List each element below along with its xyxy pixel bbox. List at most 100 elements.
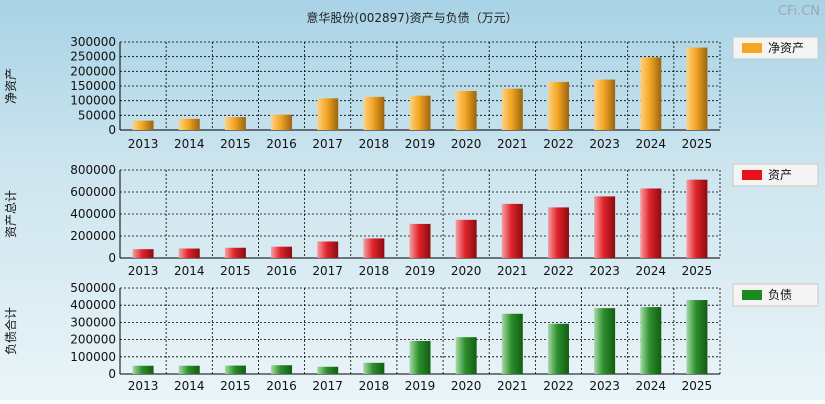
y-tick-label: 200000 <box>70 64 116 78</box>
x-tick-label: 2021 <box>497 137 528 151</box>
y-tick-label: 0 <box>108 367 116 381</box>
bar-net-assets-2014 <box>178 118 200 130</box>
bar-net-assets-2013 <box>132 120 154 130</box>
bar-net-assets-2024 <box>640 57 662 131</box>
legend-net-assets: 净资产 <box>732 36 819 60</box>
x-tick-label: 2014 <box>174 264 205 278</box>
bar-total-assets-2014 <box>178 248 200 258</box>
x-tick-label: 2021 <box>497 264 528 278</box>
chart-title: 意华股份(002897)资产与负债（万元） <box>306 10 517 25</box>
x-tick-label: 2023 <box>589 264 620 278</box>
y-tick-label: 300000 <box>70 35 116 49</box>
bar-total-liabilities-2021 <box>501 313 523 374</box>
x-tick-label: 2024 <box>635 379 666 393</box>
x-tick-label: 2022 <box>543 137 574 151</box>
bar-total-assets-2018 <box>363 238 385 258</box>
x-tick-label: 2020 <box>451 379 482 393</box>
y-tick-label: 100000 <box>70 94 116 108</box>
bar-total-liabilities-2013 <box>132 365 154 374</box>
bar-total-liabilities-2022 <box>547 323 569 374</box>
bar-net-assets-2023 <box>594 79 616 130</box>
x-tick-label: 2025 <box>682 379 713 393</box>
x-tick-label: 2013 <box>128 264 159 278</box>
y-axis-title: 负债合计 <box>3 307 18 355</box>
watermark: CFi.CN <box>778 4 820 19</box>
legend-label: 净资产 <box>768 41 804 55</box>
legend-swatch <box>742 43 762 53</box>
bar-total-assets-2013 <box>132 249 154 258</box>
y-tick-label: 400000 <box>70 207 116 221</box>
x-tick-label: 2017 <box>312 379 343 393</box>
y-tick-label: 300000 <box>70 315 116 329</box>
x-tick-label: 2025 <box>682 137 713 151</box>
bar-total-assets-2020 <box>455 219 477 258</box>
x-tick-label: 2018 <box>359 379 390 393</box>
x-tick-label: 2015 <box>220 137 251 151</box>
legend-label: 资产 <box>768 168 792 182</box>
x-tick-label: 2017 <box>312 264 343 278</box>
bar-total-assets-2019 <box>409 223 431 258</box>
bar-total-liabilities-2015 <box>224 365 246 374</box>
y-tick-label: 200000 <box>70 333 116 347</box>
bar-total-liabilities-2014 <box>178 365 200 374</box>
bar-total-assets-2024 <box>640 188 662 258</box>
bar-total-liabilities-2023 <box>594 308 616 374</box>
x-tick-label: 2020 <box>451 137 482 151</box>
legend-total-liabilities: 负债 <box>732 283 819 307</box>
y-tick-label: 150000 <box>70 79 116 93</box>
bar-total-liabilities-2019 <box>409 340 431 374</box>
bar-total-liabilities-2024 <box>640 307 662 374</box>
x-tick-label: 2022 <box>543 379 574 393</box>
x-tick-label: 2024 <box>635 137 666 151</box>
bar-net-assets-2022 <box>547 81 569 130</box>
bar-net-assets-2021 <box>501 88 523 130</box>
x-tick-label: 2025 <box>682 264 713 278</box>
x-tick-label: 2015 <box>220 264 251 278</box>
bar-total-assets-2021 <box>501 203 523 258</box>
y-tick-label: 250000 <box>70 50 116 64</box>
x-tick-label: 2015 <box>220 379 251 393</box>
x-tick-label: 2019 <box>405 137 436 151</box>
x-tick-label: 2023 <box>589 137 620 151</box>
x-tick-label: 2023 <box>589 379 620 393</box>
x-tick-label: 2021 <box>497 379 528 393</box>
y-tick-label: 400000 <box>70 298 116 312</box>
bar-total-liabilities-2016 <box>271 365 293 374</box>
x-tick-label: 2016 <box>266 137 297 151</box>
legend-box <box>732 36 819 60</box>
bar-net-assets-2017 <box>317 98 339 130</box>
x-tick-label: 2014 <box>174 137 205 151</box>
bar-total-assets-2015 <box>224 247 246 258</box>
y-axis-title: 资产总计 <box>4 190 18 238</box>
y-tick-label: 0 <box>108 123 116 137</box>
panel-total-liabilities: 0 100000 200000 300000 400000 500000 2013 2014 2… <box>3 281 819 393</box>
bar-net-assets-2018 <box>363 96 385 130</box>
bar-total-liabilities-2020 <box>455 337 477 374</box>
y-tick-label: 800000 <box>70 163 116 177</box>
x-tick-label: 2016 <box>266 379 297 393</box>
legend-swatch <box>742 170 762 180</box>
bar-total-assets-2017 <box>317 241 339 258</box>
legend-box <box>732 163 819 187</box>
bar-total-assets-2016 <box>271 246 293 258</box>
bar-net-assets-2015 <box>224 117 246 130</box>
legend-swatch <box>742 290 762 300</box>
bar-net-assets-2025 <box>686 47 708 130</box>
bar-total-liabilities-2017 <box>317 366 339 374</box>
y-tick-label: 500000 <box>70 281 116 295</box>
x-tick-label: 2018 <box>359 264 390 278</box>
y-tick-label: 200000 <box>70 229 116 243</box>
bar-total-assets-2022 <box>547 207 569 258</box>
x-tick-label: 2013 <box>128 137 159 151</box>
y-axis-title: 净资产 <box>4 68 18 104</box>
bar-total-assets-2023 <box>594 196 616 258</box>
bar-total-assets-2025 <box>686 179 708 258</box>
bar-total-liabilities-2018 <box>363 362 385 374</box>
bar-net-assets-2016 <box>271 114 293 130</box>
y-tick-label: 50000 <box>78 108 116 122</box>
y-tick-label: 0 <box>108 251 116 265</box>
x-tick-label: 2022 <box>543 264 574 278</box>
